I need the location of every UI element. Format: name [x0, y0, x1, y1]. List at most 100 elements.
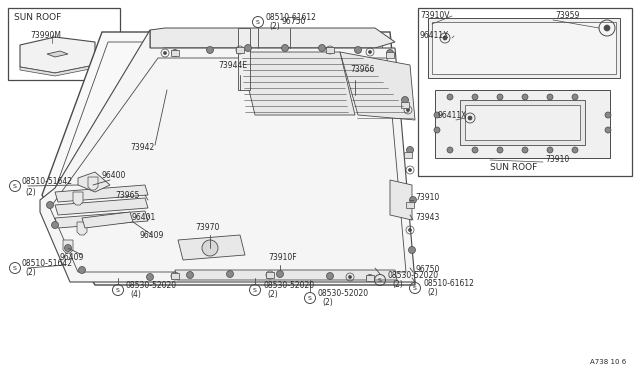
Text: 96409: 96409 — [60, 253, 84, 263]
Circle shape — [239, 48, 241, 51]
Polygon shape — [55, 211, 148, 228]
Circle shape — [328, 48, 332, 51]
Text: 08510-51642: 08510-51642 — [22, 259, 73, 267]
Polygon shape — [150, 28, 395, 50]
Circle shape — [202, 240, 218, 256]
Text: S: S — [413, 285, 417, 291]
Polygon shape — [42, 32, 415, 285]
Circle shape — [572, 94, 578, 100]
Circle shape — [605, 112, 611, 118]
Text: 96401: 96401 — [132, 214, 156, 222]
Circle shape — [207, 46, 214, 54]
Text: 73910: 73910 — [545, 155, 569, 164]
Polygon shape — [340, 52, 415, 120]
Bar — [366, 275, 374, 281]
Circle shape — [282, 45, 289, 51]
Circle shape — [173, 275, 177, 278]
Circle shape — [410, 196, 417, 203]
Polygon shape — [40, 30, 415, 282]
Bar — [401, 102, 409, 108]
Text: 73910F: 73910F — [268, 253, 296, 263]
Circle shape — [79, 266, 86, 273]
Text: 96411X: 96411X — [438, 112, 467, 121]
Bar — [266, 272, 274, 278]
Text: 73942: 73942 — [130, 144, 154, 153]
Circle shape — [349, 276, 351, 279]
Circle shape — [547, 147, 553, 153]
Circle shape — [47, 202, 54, 208]
Text: 08530-52020: 08530-52020 — [318, 289, 369, 298]
Circle shape — [443, 36, 447, 40]
Bar — [406, 202, 414, 208]
Circle shape — [51, 221, 58, 228]
Polygon shape — [88, 177, 98, 190]
Text: 73959: 73959 — [555, 12, 579, 20]
Circle shape — [572, 147, 578, 153]
Circle shape — [163, 51, 166, 55]
Text: S: S — [253, 288, 257, 292]
Circle shape — [401, 96, 408, 103]
Polygon shape — [178, 235, 245, 260]
Circle shape — [227, 270, 234, 278]
Text: (2): (2) — [25, 269, 36, 278]
Polygon shape — [240, 52, 355, 115]
Circle shape — [408, 228, 412, 231]
Polygon shape — [63, 240, 73, 253]
Text: 73944E: 73944E — [218, 61, 247, 70]
Circle shape — [387, 49, 394, 57]
Polygon shape — [390, 180, 412, 220]
Text: (2): (2) — [322, 298, 333, 308]
Text: (2): (2) — [392, 280, 403, 289]
Circle shape — [497, 147, 503, 153]
Text: 08510-61612: 08510-61612 — [265, 13, 316, 22]
Circle shape — [326, 273, 333, 279]
Bar — [8, 8, 120, 80]
Text: (2): (2) — [269, 22, 280, 32]
Circle shape — [319, 45, 326, 51]
Bar — [386, 52, 394, 58]
Text: 73910: 73910 — [415, 193, 439, 202]
Circle shape — [434, 127, 440, 133]
Polygon shape — [47, 51, 68, 57]
Text: (2): (2) — [267, 291, 278, 299]
Polygon shape — [55, 198, 148, 215]
Circle shape — [447, 147, 453, 153]
Polygon shape — [428, 18, 620, 78]
Circle shape — [434, 112, 440, 118]
Text: 73990M: 73990M — [30, 31, 61, 39]
Bar — [171, 273, 179, 279]
Text: 08510-61612: 08510-61612 — [423, 279, 474, 288]
Circle shape — [408, 169, 412, 171]
Bar — [236, 47, 244, 53]
Circle shape — [604, 25, 610, 31]
Text: (2): (2) — [427, 289, 438, 298]
Circle shape — [447, 94, 453, 100]
Text: 08510-51642: 08510-51642 — [22, 176, 73, 186]
Circle shape — [497, 94, 503, 100]
Text: 73910V: 73910V — [420, 12, 449, 20]
Text: 08530-52020: 08530-52020 — [388, 270, 439, 279]
Circle shape — [355, 46, 362, 54]
Circle shape — [605, 127, 611, 133]
Circle shape — [186, 272, 193, 279]
Text: S: S — [256, 19, 260, 25]
Circle shape — [369, 51, 371, 54]
Circle shape — [468, 116, 472, 120]
Polygon shape — [77, 222, 87, 235]
Text: S: S — [13, 266, 17, 270]
Circle shape — [408, 247, 415, 253]
Text: SUN ROOF: SUN ROOF — [14, 13, 61, 22]
Circle shape — [172, 49, 179, 57]
Polygon shape — [82, 212, 133, 228]
Circle shape — [147, 273, 154, 280]
Circle shape — [522, 147, 528, 153]
Bar — [404, 152, 412, 158]
Text: 96400: 96400 — [102, 170, 126, 180]
Text: 73943: 73943 — [415, 214, 440, 222]
Text: 73966: 73966 — [350, 65, 374, 74]
Polygon shape — [238, 28, 250, 90]
Text: 73965: 73965 — [115, 190, 140, 199]
Circle shape — [472, 147, 478, 153]
Text: 08530-52020: 08530-52020 — [126, 280, 177, 289]
Polygon shape — [20, 65, 95, 76]
